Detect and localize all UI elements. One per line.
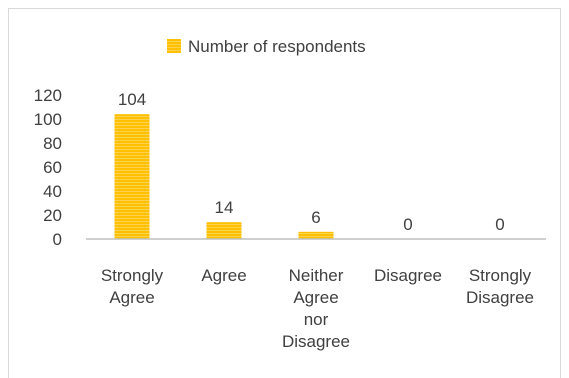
y-tick-label: 60 — [43, 158, 62, 177]
x-category-label: nor — [304, 310, 329, 329]
y-tick-label: 100 — [34, 110, 62, 129]
y-tick-label: 80 — [43, 134, 62, 153]
x-category-label: Disagree — [374, 266, 442, 285]
y-tick-label: 40 — [43, 182, 62, 201]
x-category-label: Agree — [293, 288, 338, 307]
data-label: 0 — [403, 215, 412, 234]
data-label: 104 — [118, 90, 146, 109]
x-axis-category-labels: Strongly Agree Agree Neither Agree nor Disagre… — [101, 266, 534, 351]
legend-swatch — [167, 39, 181, 53]
legend: Number of respondents — [167, 37, 366, 56]
x-category-label: Strongly — [101, 266, 164, 285]
y-tick-label: 20 — [43, 206, 62, 225]
y-axis-tick-labels: 0 20 40 60 80 100 120 — [34, 86, 62, 249]
y-tick-label: 120 — [34, 86, 62, 105]
x-category-label: Agree — [201, 266, 246, 285]
data-label: 6 — [311, 208, 320, 227]
data-labels: 104 14 6 0 0 — [118, 90, 505, 234]
bars — [114, 114, 334, 239]
x-category-label: Neither — [289, 266, 344, 285]
bar — [206, 222, 242, 239]
x-category-label: Agree — [109, 288, 154, 307]
chart-frame — [8, 8, 561, 378]
data-label: 14 — [215, 198, 234, 217]
legend-label: Number of respondents — [188, 37, 366, 56]
x-category-label: Strongly — [469, 266, 532, 285]
data-label: 0 — [495, 215, 504, 234]
y-tick-label: 0 — [53, 230, 62, 249]
bar — [298, 231, 334, 239]
x-category-label: Disagree — [282, 332, 350, 351]
bar — [114, 114, 150, 239]
x-category-label: Disagree — [466, 288, 534, 307]
